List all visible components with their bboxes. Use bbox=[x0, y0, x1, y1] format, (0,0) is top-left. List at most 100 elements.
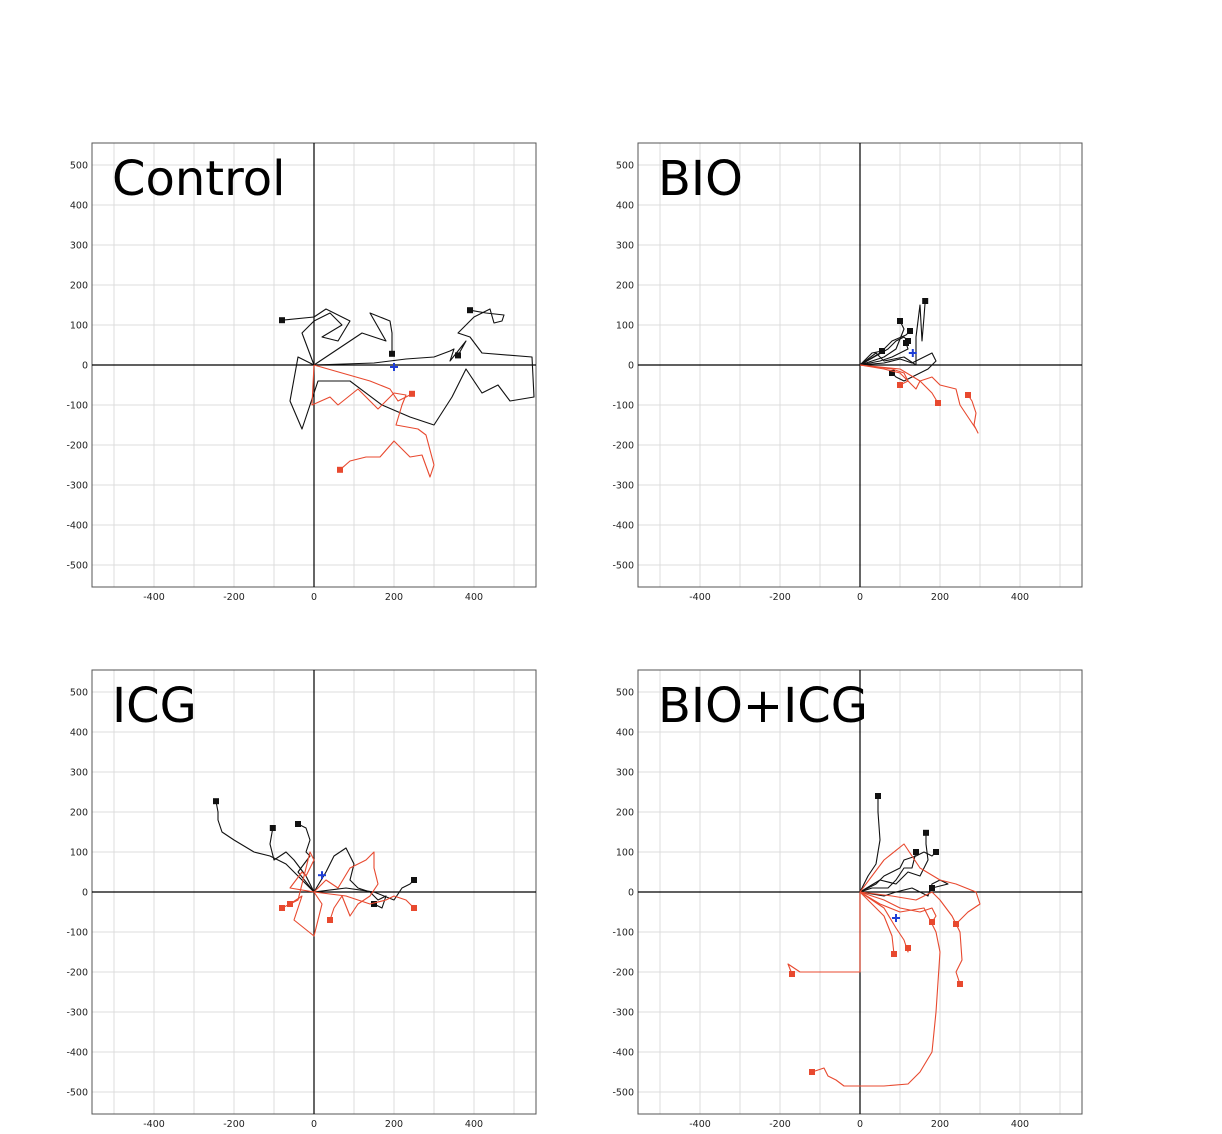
black-track bbox=[859, 879, 949, 897]
x-tick-label: 200 bbox=[385, 592, 403, 603]
black-track-end-marker bbox=[467, 307, 473, 314]
y-tick-label: 200 bbox=[616, 808, 634, 819]
red-track-end-marker bbox=[929, 919, 935, 925]
panel-icg: 500 400 300 200 100 0 -100 -200 -300 -400 -500 -400… bbox=[66, 669, 537, 1130]
panel-title: BIO bbox=[658, 151, 743, 207]
y-tick-label: 0 bbox=[82, 361, 88, 372]
y-tick-label: -500 bbox=[612, 561, 634, 572]
center-of-mass-marker bbox=[390, 363, 398, 371]
black-track-end-marker bbox=[875, 793, 881, 799]
y-tick-label: 0 bbox=[628, 888, 634, 899]
y-tick-label: -500 bbox=[612, 1088, 634, 1099]
panels: 500 400 300 200 100 0 -100 -200 -300 -400 -500 -400… bbox=[66, 142, 1083, 1130]
y-tick-label: 300 bbox=[70, 768, 88, 779]
red-track-end-marker bbox=[953, 921, 959, 927]
red-track bbox=[859, 891, 963, 985]
black-track bbox=[281, 308, 351, 366]
x-tick-label: 0 bbox=[857, 1119, 863, 1130]
black-track-end-marker bbox=[879, 348, 885, 354]
panel-title: ICG bbox=[112, 678, 197, 734]
y-tick-label: 300 bbox=[70, 241, 88, 252]
black-track-end-marker bbox=[295, 821, 301, 827]
red-track-end-marker bbox=[957, 981, 963, 987]
panel-title: BIO+ICG bbox=[658, 678, 868, 734]
x-tick-label: 400 bbox=[1011, 1119, 1029, 1130]
x-tick-label: -200 bbox=[223, 592, 245, 603]
x-tick-label: 200 bbox=[385, 1119, 403, 1130]
y-tick-label: -400 bbox=[66, 521, 88, 532]
black-track bbox=[859, 320, 905, 366]
black-track bbox=[859, 851, 937, 893]
y-tick-label: -200 bbox=[612, 968, 634, 979]
black-track-end-marker bbox=[897, 318, 903, 324]
black-track bbox=[313, 340, 467, 366]
tracks bbox=[859, 298, 979, 434]
red-track-end-marker bbox=[891, 951, 897, 957]
x-tick-label: -400 bbox=[143, 592, 165, 603]
y-tick-label: 400 bbox=[616, 201, 634, 212]
red-track bbox=[311, 364, 435, 478]
black-track bbox=[289, 308, 535, 430]
y-tick-label: -300 bbox=[66, 481, 88, 492]
y-tick-label: 400 bbox=[70, 201, 88, 212]
red-track-end-marker bbox=[897, 382, 903, 388]
center-of-mass-marker bbox=[318, 871, 326, 880]
black-track bbox=[297, 823, 315, 893]
y-tick-label: -300 bbox=[66, 1008, 88, 1019]
x-tick-label: 400 bbox=[465, 592, 483, 603]
black-track-end-marker bbox=[903, 340, 909, 346]
y-tick-label: -100 bbox=[612, 401, 634, 412]
y-tick-label: 200 bbox=[70, 808, 88, 819]
red-track bbox=[313, 891, 415, 909]
black-track bbox=[859, 300, 926, 366]
black-track bbox=[859, 796, 881, 893]
red-track bbox=[313, 364, 413, 402]
black-track-end-marker bbox=[213, 798, 219, 805]
red-track bbox=[281, 851, 315, 909]
y-tick-label: -400 bbox=[66, 1048, 88, 1059]
red-track bbox=[787, 892, 861, 975]
x-tick-label: 200 bbox=[931, 1119, 949, 1130]
center-of-mass-marker bbox=[892, 914, 900, 922]
black-track-end-marker bbox=[371, 901, 377, 907]
red-track-end-marker bbox=[279, 905, 285, 911]
red-track-end-marker bbox=[905, 945, 911, 951]
y-tick-label: -100 bbox=[612, 928, 634, 939]
x-tick-label: -200 bbox=[769, 1119, 791, 1130]
red-track bbox=[859, 364, 939, 404]
black-track bbox=[859, 352, 937, 382]
black-track bbox=[313, 847, 387, 909]
x-tick-label: 200 bbox=[931, 592, 949, 603]
red-track bbox=[289, 891, 323, 937]
x-tick-label: -200 bbox=[223, 1119, 245, 1130]
black-track-end-marker bbox=[913, 849, 919, 855]
black-track-end-marker bbox=[889, 370, 895, 376]
y-tick-label: 300 bbox=[616, 241, 634, 252]
x-tick-label: 0 bbox=[311, 592, 317, 603]
x-tick-label: 0 bbox=[857, 592, 863, 603]
y-tick-label: 100 bbox=[70, 321, 88, 332]
y-tick-label: -200 bbox=[612, 441, 634, 452]
y-tick-label: -300 bbox=[612, 481, 634, 492]
y-tick-label: 500 bbox=[70, 688, 88, 699]
y-tick-label: 100 bbox=[616, 848, 634, 859]
x-tick-label: -400 bbox=[143, 1119, 165, 1130]
x-tick-label: -400 bbox=[689, 1119, 711, 1130]
red-track bbox=[811, 891, 941, 1087]
tracks bbox=[279, 307, 535, 478]
black-track-end-marker bbox=[923, 829, 929, 836]
x-tick-label: 0 bbox=[311, 1119, 317, 1130]
x-tick-label: -200 bbox=[769, 592, 791, 603]
red-track bbox=[313, 851, 379, 921]
y-tick-label: -500 bbox=[66, 1088, 88, 1099]
panel-title: Control bbox=[112, 151, 286, 207]
red-track bbox=[859, 843, 981, 925]
x-tick-label: 400 bbox=[465, 1119, 483, 1130]
y-tick-label: 0 bbox=[628, 361, 634, 372]
tracks bbox=[213, 798, 417, 937]
black-track-end-marker bbox=[933, 849, 939, 855]
black-track-end-marker bbox=[279, 317, 285, 324]
red-track-end-marker bbox=[965, 392, 971, 398]
y-tick-label: -400 bbox=[612, 1048, 634, 1059]
